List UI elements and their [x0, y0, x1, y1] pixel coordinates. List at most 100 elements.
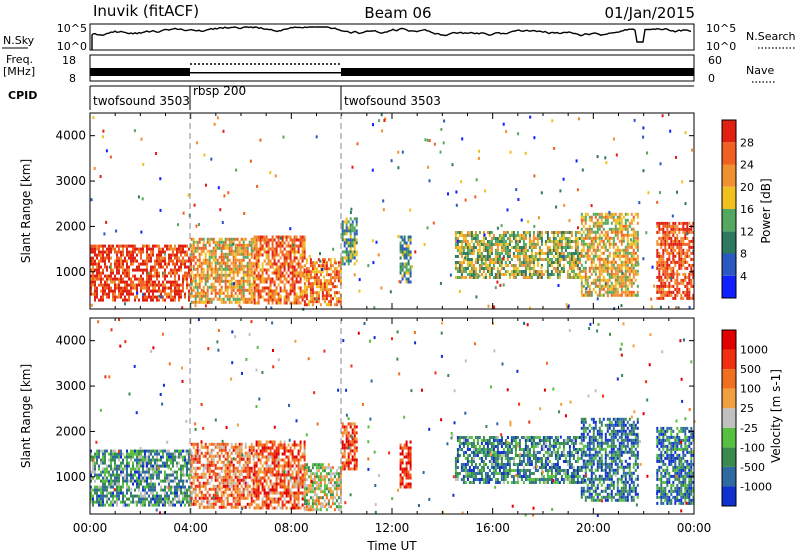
echo-cell — [528, 258, 531, 261]
echo-cell — [242, 246, 245, 250]
echo-cell — [273, 280, 276, 284]
echo-cell — [490, 258, 493, 261]
echo-cell — [468, 243, 471, 246]
echo-cell — [92, 455, 94, 459]
echo-cell — [536, 273, 539, 276]
echo-cell — [552, 231, 555, 234]
echo-cell — [528, 237, 531, 240]
echo-cell — [684, 230, 687, 234]
echo-cell — [158, 286, 160, 290]
echo-cell — [606, 263, 609, 267]
echo-cell — [484, 255, 487, 258]
echo-cell — [214, 493, 217, 497]
echo-cell — [604, 230, 607, 234]
echo-cell — [194, 451, 197, 455]
echo-cell — [592, 269, 595, 273]
echo-cell — [626, 227, 629, 231]
echo-cell — [130, 289, 132, 293]
echo-cell — [210, 264, 213, 268]
echo-cell — [152, 458, 154, 462]
echo-cell — [582, 284, 585, 288]
echo-cell — [228, 448, 231, 452]
echo-cell — [188, 455, 190, 459]
echo-cell — [190, 484, 193, 488]
echo-cell — [676, 233, 679, 237]
echo-cell — [494, 258, 497, 261]
echo-cell — [192, 472, 195, 476]
echo-cell — [162, 247, 164, 251]
echo-cell — [636, 236, 639, 240]
echo-cell — [301, 295, 304, 299]
echo-cell — [234, 490, 237, 494]
echo-cell — [502, 234, 505, 237]
echo-cell — [226, 496, 229, 500]
echo-cell — [160, 500, 162, 504]
echo-cell — [182, 286, 184, 290]
echo-cell — [168, 256, 170, 260]
echo-cell — [399, 268, 402, 272]
echo-cell — [257, 235, 260, 239]
echo-cell — [156, 277, 158, 281]
echo-cell — [148, 280, 150, 284]
echo-cell — [170, 461, 172, 465]
echo-cell — [295, 262, 298, 266]
echo-cell — [542, 273, 545, 276]
echo-cell — [150, 283, 152, 287]
echo-cell — [142, 247, 144, 251]
echo-cell — [407, 247, 410, 251]
echo-cell — [676, 275, 679, 279]
echo-cell — [98, 467, 100, 471]
echo-cell — [257, 259, 260, 263]
echo-cell — [664, 281, 667, 285]
echo-cell — [112, 449, 114, 453]
echo-cell — [474, 231, 477, 234]
echo-cell — [315, 135, 318, 139]
echo-cell — [206, 240, 209, 244]
echo-cell — [102, 476, 104, 480]
echo-cell — [560, 231, 563, 234]
echo-cell — [130, 458, 132, 462]
echo-cell — [212, 258, 215, 262]
echo-cell — [214, 243, 217, 247]
echo-cell — [540, 240, 543, 243]
echo-cell — [146, 262, 148, 266]
echo-cell — [622, 224, 625, 228]
echo-cell — [206, 460, 209, 464]
echo-cell — [616, 218, 619, 222]
echo-cell — [190, 255, 193, 259]
echo-cell — [327, 291, 330, 295]
echo-cell — [144, 464, 146, 468]
echo-cell — [222, 505, 225, 509]
echo-cell — [494, 249, 497, 252]
echo-cell — [222, 243, 225, 247]
echo-cell — [236, 282, 239, 286]
echo-cell — [176, 455, 178, 459]
echo-cell — [100, 256, 102, 260]
echo-cell — [466, 246, 469, 249]
echo-cell — [240, 288, 243, 292]
echo-cell — [532, 258, 535, 261]
echo-cell — [289, 238, 292, 242]
echo-cell — [190, 249, 193, 253]
echo-cell — [307, 267, 310, 271]
echo-cell — [120, 455, 122, 459]
echo-cell — [90, 488, 92, 492]
echo-cell — [160, 283, 162, 287]
echo-cell — [200, 445, 203, 449]
echo-cell — [586, 212, 589, 216]
echo-cell — [202, 249, 205, 253]
echo-cell — [576, 231, 579, 234]
echo-cell — [102, 298, 104, 302]
echo-cell — [174, 253, 176, 257]
echo-cell — [126, 286, 128, 290]
echo-cell — [315, 273, 318, 277]
echo-cell — [423, 243, 426, 246]
echo-cell — [680, 236, 683, 240]
echo-cell — [120, 289, 122, 293]
echo-cell — [238, 258, 241, 262]
echo-cell — [664, 233, 667, 237]
echo-cell — [630, 266, 633, 270]
echo-cell — [678, 239, 681, 243]
echo-cell — [660, 287, 663, 291]
echo-cell — [682, 263, 685, 267]
